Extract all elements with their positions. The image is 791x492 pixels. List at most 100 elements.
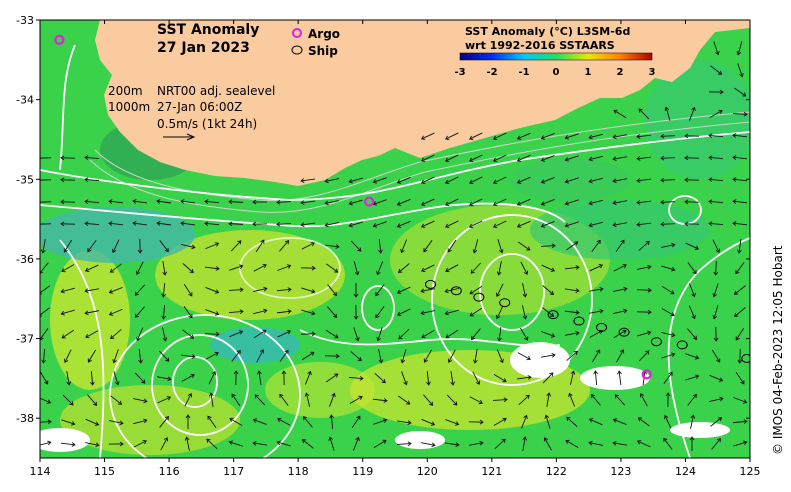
current-arrow [589,264,604,272]
current-arrow [401,371,408,386]
current-arrow [230,240,242,252]
current-arrow [353,304,359,320]
y-tick-label: -36 [16,253,34,266]
ship-position [499,298,511,308]
ship-track [425,279,750,363]
ship-position [596,322,608,332]
current-arrow [376,327,383,342]
current-arrow [494,438,506,450]
current-arrow [233,370,239,386]
current-arrow [589,308,604,314]
current-arrow [206,438,218,450]
colorbar-tick-label: 3 [649,67,656,78]
current-arrow [663,371,673,384]
current-arrow [517,352,531,361]
current-arrow [326,263,339,273]
current-arrow [85,418,100,426]
current-arrow [541,331,556,338]
colorbar-tick-label: 2 [617,67,624,78]
current-arrow [85,442,100,448]
argo-legend-icon [292,28,302,38]
current-arrow [40,419,52,425]
ship-position [450,286,462,296]
current-arrow [112,239,120,254]
current-arrow [708,89,724,95]
current-arrow [378,349,384,364]
colorbar [459,52,653,61]
current-arrow [588,177,603,184]
current-arrow [228,440,243,447]
current-arrow [472,371,481,385]
current-arrow [231,393,241,407]
current-arrow [108,308,123,316]
current-arrow [279,240,290,252]
current-arrow [161,282,166,298]
x-tick-label: 120 [417,465,438,478]
current-arrow [397,420,412,425]
current-arrow [636,222,652,227]
current-arrow [64,349,72,364]
current-arrow [516,198,531,206]
current-arrow [349,395,363,404]
current-arrow [205,242,220,250]
current-arrow [663,437,673,450]
current-arrow [353,327,360,342]
current-arrow [732,133,748,138]
product-label: NRT00 adj. sealevel [157,84,275,98]
current-arrow [469,285,483,295]
current-arrow [325,244,340,249]
current-arrow [542,285,555,295]
current-arrow [593,370,598,386]
time-label: 27-Jan 06:00Z [157,100,242,114]
current-arrow [137,238,143,254]
current-arrow [638,108,650,120]
current-arrow [423,349,432,363]
current-arrow [40,440,52,446]
current-arrow [565,288,580,293]
current-arrow [276,440,291,447]
current-arrow [492,176,507,184]
argo-float [54,34,65,46]
current-arrow [420,176,435,184]
current-arrow [372,177,387,184]
scale-arrow-icon [163,133,196,141]
current-arrow [492,198,507,206]
current-arrow [564,155,579,162]
current-arrow [87,240,97,253]
warm-patch [50,250,130,390]
current-arrow [612,200,627,206]
current-arrow [690,414,696,429]
current-arrow [468,132,483,141]
current-arrow [135,261,144,275]
current-arrow [445,419,460,426]
current-arrow [684,133,700,139]
current-arrow [160,437,169,451]
current-arrow [708,199,724,205]
current-arrow [157,376,172,382]
current-arrow [112,349,119,364]
current-arrow [472,239,479,254]
current-arrow [156,199,171,204]
current-arrow [348,199,363,206]
current-arrow [252,221,268,227]
colorbar-tick-label: -2 [486,67,497,78]
map-date: 27 Jan 2023 [157,40,250,56]
cool-patch [40,207,195,263]
current-arrow [84,177,100,183]
current-arrow [733,397,748,404]
current-arrow [709,109,723,118]
current-arrow [735,327,745,341]
current-arrow [324,178,339,184]
current-arrow [301,287,316,294]
current-arrow [303,415,313,428]
current-arrow [444,220,459,228]
current-arrow [132,221,147,226]
current-arrow [516,176,531,184]
current-arrow [496,261,502,276]
current-arrow [256,349,265,363]
current-arrow [110,329,122,340]
current-arrow [638,350,650,362]
current-arrow [685,374,700,381]
y-axis: -33-34-35-36-37-38 [16,14,750,425]
argo-floats [54,34,652,380]
